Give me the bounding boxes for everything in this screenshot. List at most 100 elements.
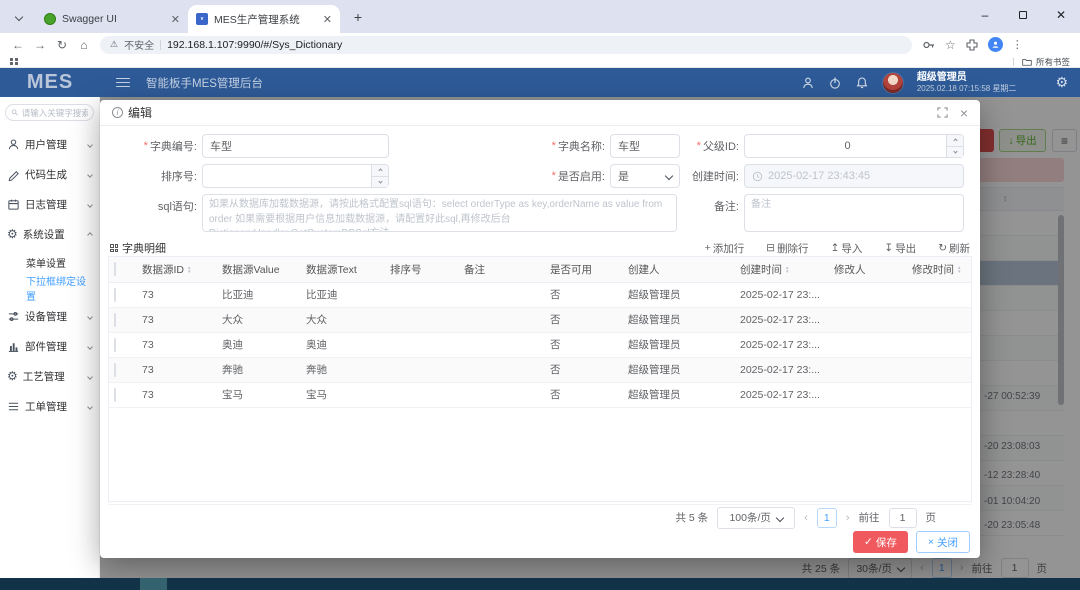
sidebar-item-users[interactable]: 用户管理 (0, 129, 99, 159)
sidebar-item-equipment[interactable]: 设备管理 (0, 301, 99, 331)
bell-icon[interactable] (855, 76, 869, 90)
power-icon[interactable] (828, 76, 842, 90)
export-button[interactable]: ↧ 导出 (884, 242, 917, 255)
detail-title: 字典明细 (110, 240, 166, 256)
prev-page-icon[interactable]: ‹ (920, 562, 924, 574)
sidebar-item-label: 用户管理 (25, 138, 67, 151)
table-row[interactable]: 73 奥迪 奥迪否超级管理员 2025-02-17 23:... (109, 332, 971, 358)
taskbar-app-segment[interactable] (140, 578, 167, 590)
background-columns-button[interactable]: ≡ (1052, 129, 1077, 152)
dict-code-input[interactable]: 车型 (202, 134, 389, 158)
select-all-checkbox[interactable] (114, 262, 116, 277)
page-number[interactable]: 1 (931, 558, 952, 578)
remark-textarea[interactable] (744, 194, 964, 232)
home-icon[interactable]: ⌂ (80, 37, 88, 52)
table-row[interactable]: 73 奔驰 奔驰否超级管理员 2025-02-17 23:... (109, 357, 971, 383)
next-page-icon[interactable]: › (959, 562, 964, 574)
tab-search-button[interactable] (8, 6, 30, 28)
bar-chart-icon (8, 342, 19, 352)
close-window-button[interactable]: ✕ (1055, 8, 1067, 22)
taskbar[interactable] (0, 578, 1080, 590)
sidebar-item-dropdown-binding[interactable]: 下拉框绑定设置 (0, 275, 99, 303)
user-icon[interactable] (801, 76, 815, 90)
search-input[interactable] (21, 107, 88, 118)
tab-mes[interactable]: v MES生产管理系统 ✕ (188, 5, 340, 33)
sidebar-item-workorder[interactable]: 工单管理 (0, 391, 99, 421)
column-header: 数据源Text (301, 257, 385, 283)
sort-icon[interactable]: ▲ ▼ (785, 264, 790, 274)
sidebar-item-logs[interactable]: 日志管理 (0, 189, 99, 219)
sidebar-item-system-settings[interactable]: ⚙ 系统设置 (0, 219, 99, 249)
key-icon[interactable] (922, 38, 936, 52)
fullscreen-icon[interactable] (937, 107, 948, 118)
enabled-select[interactable]: 是 (610, 164, 680, 188)
dict-name-input[interactable]: 车型 (610, 134, 680, 158)
sidebar-item-parts[interactable]: 部件管理 (0, 331, 99, 361)
close-button[interactable]: × 关闭 (915, 531, 970, 553)
sql-textarea[interactable] (202, 194, 677, 232)
sidebar-item-codegen[interactable]: 代码生成 (0, 159, 99, 189)
profile-avatar[interactable] (987, 37, 1003, 52)
page-size-select[interactable]: 100条/页 (717, 506, 796, 529)
delete-row-button[interactable]: ⊟ 删除行 (766, 242, 809, 255)
scrollbar-thumb[interactable] (1058, 215, 1064, 405)
refresh-button[interactable]: ↻ 刷新 (938, 242, 970, 255)
save-button[interactable]: ✓ 保存 (853, 531, 908, 553)
required-mark: * (143, 140, 148, 152)
address-bar[interactable]: ⚠ 不安全 192.168.1.107:9990/#/Sys_Dictionar… (100, 35, 912, 54)
background-export-button[interactable]: ↓ 导出 (999, 129, 1046, 152)
sort-icon[interactable]: ▲ ▼ (957, 264, 962, 274)
dict-code-value: 车型 (210, 141, 232, 153)
forward-icon[interactable]: → (34, 37, 46, 52)
minimize-button[interactable]: – (981, 8, 989, 22)
field-label: * 字典编号: (143, 140, 197, 153)
goto-page-input[interactable]: 1 (1000, 558, 1029, 578)
collapse-menu-icon[interactable] (116, 77, 130, 88)
parent-id-input[interactable]: 0 (744, 134, 964, 158)
page-size-select[interactable]: 30条/页 (848, 557, 913, 578)
table-row[interactable]: 73 大众 大众否超级管理员 2025-02-17 23:... (109, 307, 971, 333)
menu-dots-icon[interactable]: ⋮ (1011, 39, 1023, 51)
sort-icon[interactable]: ▲ ▼ (1003, 194, 1008, 203)
back-icon[interactable]: ← (12, 37, 24, 52)
user-avatar[interactable] (881, 71, 904, 94)
new-tab-button[interactable]: + (353, 9, 363, 25)
row-checkbox[interactable] (114, 387, 116, 402)
row-checkbox[interactable] (114, 287, 116, 302)
sidebar-item-label: 代码生成 (25, 168, 67, 181)
bookmark-star-icon[interactable]: ☆ (945, 37, 956, 52)
add-row-button[interactable]: + 添加行 (704, 242, 745, 255)
number-stepper[interactable] (371, 165, 388, 187)
column-header: 修改人 (829, 257, 907, 283)
row-checkbox[interactable] (114, 362, 116, 377)
extensions-icon[interactable] (965, 38, 979, 52)
sort-icon[interactable]: ▲ ▼ (187, 264, 192, 274)
sidebar-item-label: 日志管理 (25, 198, 67, 211)
chevron-down-icon (664, 171, 674, 181)
header-actions: 超级管理员 2025.02.18 07:15:58 星期二 ⚙ (801, 71, 1080, 94)
apps-grid-icon[interactable] (10, 57, 18, 66)
import-button[interactable]: ↥ 导入 (830, 242, 863, 255)
page-number[interactable]: 1 (816, 507, 837, 528)
sidebar-item-process[interactable]: ⚙ 工艺管理 (0, 361, 99, 391)
reload-icon[interactable]: ↻ (56, 37, 68, 52)
sidebar-item-menu-settings[interactable]: 菜单设置 (0, 249, 99, 275)
row-checkbox[interactable] (114, 312, 116, 327)
row-checkbox[interactable] (114, 337, 116, 352)
settings-gear-icon[interactable]: ⚙ (1055, 74, 1068, 90)
sidebar-search[interactable] (5, 104, 94, 121)
maximize-button[interactable] (1004, 0, 1042, 30)
next-page-icon[interactable]: › (845, 511, 850, 524)
close-dialog-icon[interactable]: × (959, 104, 968, 121)
table-row[interactable]: 73 宝马 宝马否超级管理员 2025-02-17 23:... (109, 382, 971, 408)
goto-page-input[interactable]: 1 (888, 507, 917, 528)
table-row[interactable]: 73 比亚迪 比亚迪否超级管理员 2025-02-17 23:... (109, 282, 971, 308)
tab-swagger[interactable]: Swagger UI ✕ (36, 5, 188, 33)
sort-no-input[interactable] (202, 164, 389, 188)
close-tab-icon[interactable]: ✕ (322, 13, 332, 26)
number-stepper[interactable] (946, 135, 963, 157)
prev-page-icon[interactable]: ‹ (804, 511, 808, 524)
close-tab-icon[interactable]: ✕ (170, 13, 180, 26)
background-timestamp: -01 10:04:20 (984, 496, 1041, 507)
all-bookmarks[interactable]: 所有书签 (1012, 56, 1070, 68)
